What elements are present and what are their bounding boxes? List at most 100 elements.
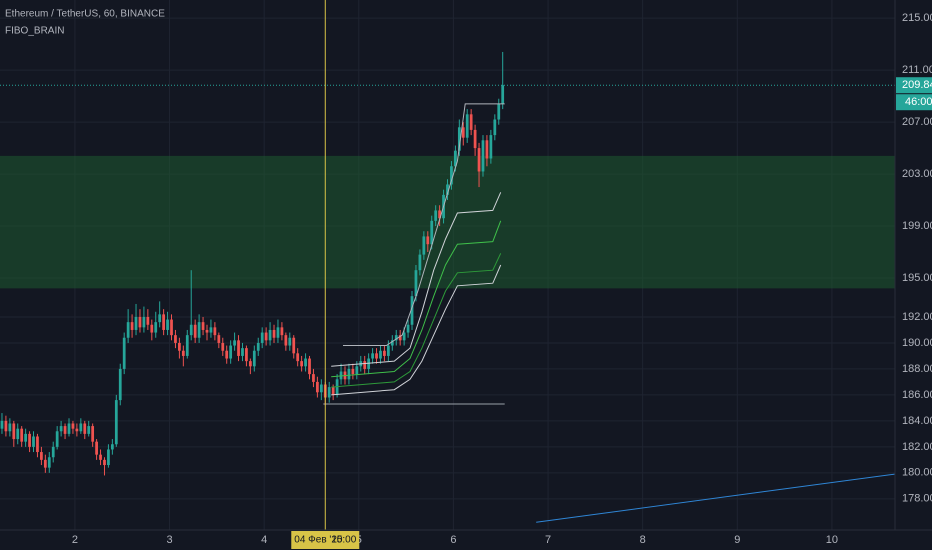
x-tick-label: 8 xyxy=(640,534,646,546)
candle-body xyxy=(142,316,146,328)
zone xyxy=(0,155,895,289)
candle-body xyxy=(110,444,114,450)
candle-body xyxy=(457,127,461,151)
crosshair-label-box xyxy=(291,531,360,549)
candle-body xyxy=(256,342,260,351)
x-tick-label: 7 xyxy=(545,534,551,546)
candle-body xyxy=(371,353,374,359)
candle-body xyxy=(296,353,300,362)
candle-body xyxy=(193,324,197,338)
candle-body xyxy=(410,296,414,325)
candle-body xyxy=(351,368,355,375)
candle-body xyxy=(122,337,126,369)
candle-body xyxy=(87,426,91,434)
y-tick-label: 195.00 xyxy=(902,272,932,284)
y-tick-label: 207.00 xyxy=(902,116,932,128)
candle-body xyxy=(16,428,20,440)
candle-body xyxy=(304,358,307,367)
indicator-line xyxy=(331,220,502,378)
candle-body xyxy=(185,335,189,356)
candle-body xyxy=(481,140,485,172)
indicator-name: FIBO_BRAIN xyxy=(5,26,64,37)
candle-body xyxy=(485,140,489,159)
indicator-line xyxy=(331,253,502,388)
candle-body xyxy=(181,350,185,356)
candle-body xyxy=(260,332,264,343)
y-tick-label: 178.00 xyxy=(902,493,932,505)
candle-body xyxy=(197,322,201,338)
crosshair-time: 15:00 xyxy=(331,535,356,546)
candle-body xyxy=(43,459,47,468)
candle-body xyxy=(229,345,233,359)
candle-body xyxy=(154,322,158,333)
candle-body xyxy=(158,314,162,323)
candle-body xyxy=(319,384,323,393)
candle-body xyxy=(390,340,394,346)
x-tick-label: 10 xyxy=(826,534,838,546)
candle-body xyxy=(189,324,193,336)
countdown-box xyxy=(896,94,932,111)
y-tick-label: 190.00 xyxy=(902,337,932,349)
candle-body xyxy=(469,114,473,130)
candle-body xyxy=(288,337,292,346)
candle-body xyxy=(71,423,75,429)
candle-body xyxy=(134,316,138,330)
candle-body xyxy=(8,423,12,432)
candle-body xyxy=(402,332,406,341)
candle-body xyxy=(174,335,177,343)
candle-body xyxy=(40,452,43,460)
candle-body xyxy=(280,327,284,336)
candle-body xyxy=(438,210,441,219)
candle-body xyxy=(308,358,311,375)
candle-body xyxy=(79,423,83,432)
candle-body xyxy=(363,361,367,369)
chart-title: Ethereum / TetherUS, 60, BINANCE xyxy=(5,9,165,20)
candle-body xyxy=(114,400,118,445)
candle-body xyxy=(138,316,142,328)
candle-body xyxy=(217,335,221,343)
candle-body xyxy=(75,428,79,432)
candle-body xyxy=(36,436,39,453)
candle-body xyxy=(126,322,130,338)
candle-body xyxy=(95,441,98,455)
candle-body xyxy=(465,114,469,138)
candle-body xyxy=(454,150,457,167)
candle-body xyxy=(99,454,102,460)
candle-body xyxy=(248,361,252,367)
candle-body xyxy=(205,329,209,333)
candle-body xyxy=(201,322,205,330)
indicator-line xyxy=(331,264,502,396)
candle-body xyxy=(4,420,8,432)
candle-body xyxy=(241,348,244,356)
countdown-label: 46:00 xyxy=(905,96,932,108)
candle-body xyxy=(166,319,169,330)
y-tick-label: 203.00 xyxy=(902,168,932,180)
candle-body xyxy=(213,327,217,336)
candle-body xyxy=(461,127,465,138)
candle-body xyxy=(284,335,288,346)
candle-body xyxy=(347,368,351,380)
candle-body xyxy=(434,210,438,221)
y-tick-label: 182.00 xyxy=(902,441,932,453)
candle-body xyxy=(209,327,213,333)
x-tick-label: 3 xyxy=(166,534,172,546)
candle-body xyxy=(316,381,319,393)
y-tick-label: 184.00 xyxy=(902,415,932,427)
candle-body xyxy=(55,431,59,447)
y-tick-label: 188.00 xyxy=(902,363,932,375)
candle-body xyxy=(237,340,240,356)
candle-body xyxy=(63,426,67,434)
candle-body xyxy=(497,103,501,120)
candle-body xyxy=(331,387,335,395)
candle-body xyxy=(414,270,418,297)
candle-body xyxy=(300,361,303,367)
candle-body xyxy=(477,148,481,172)
x-tick-label: 6 xyxy=(450,534,456,546)
candle-body xyxy=(146,316,150,325)
last-price-label: 209.84 xyxy=(902,79,932,91)
candle-body xyxy=(268,329,272,341)
candle-body xyxy=(103,459,106,466)
x-tick-label: 2 xyxy=(72,534,78,546)
